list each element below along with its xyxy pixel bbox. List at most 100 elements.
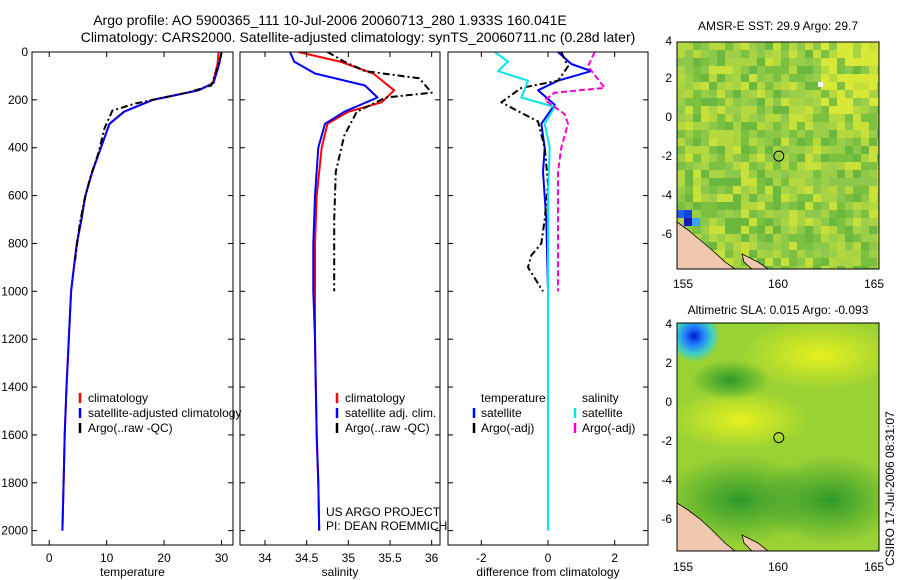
sst-cell	[821, 258, 829, 266]
sst-cell	[685, 50, 693, 58]
sst-cell	[733, 162, 741, 170]
sst-cell	[725, 122, 733, 130]
sst-cell	[805, 106, 813, 114]
sst-cell	[749, 226, 757, 234]
sst-cell	[853, 90, 861, 98]
sst-cell	[837, 50, 845, 58]
sst-cell	[685, 194, 693, 202]
sst-cell	[773, 202, 781, 210]
sst-cell	[829, 50, 837, 58]
sst-cell	[845, 50, 853, 58]
sst-cell	[741, 202, 749, 210]
sst-cell	[813, 106, 821, 114]
sst-cell	[717, 58, 725, 66]
sst-cell	[749, 42, 757, 50]
sst-land	[677, 221, 736, 269]
sst-cell	[829, 258, 837, 266]
sst-cell	[805, 114, 813, 122]
x-tick-label: 35	[342, 551, 356, 565]
sst-cell	[781, 266, 789, 269]
sst-cell	[781, 154, 789, 162]
sst-cell	[869, 242, 877, 250]
sst-cell	[749, 98, 757, 106]
sst-cell	[709, 58, 717, 66]
sst-cell	[821, 82, 829, 90]
sst-cell	[797, 66, 805, 74]
sst-cell	[717, 202, 725, 210]
sst-cell	[741, 186, 749, 194]
sst-cell	[709, 202, 717, 210]
sst-cell	[677, 50, 685, 58]
sst-cell	[765, 90, 773, 98]
sst-cell	[757, 98, 765, 106]
sst-cell	[805, 130, 813, 138]
sst-cell	[741, 146, 749, 154]
sst-cell	[701, 90, 709, 98]
sst-cell	[684, 218, 692, 226]
sst-cell	[869, 250, 877, 258]
sst-cell	[749, 66, 757, 74]
sst-cell	[725, 226, 733, 234]
sst-field	[677, 42, 879, 269]
sst-cell	[741, 74, 749, 82]
legend-label: climatology	[88, 391, 148, 405]
sla-ytick: 2	[665, 356, 672, 370]
profile-panel-salinity: 34 34.5 35 35.5 36 salinity climatologysatelli…	[239, 51, 447, 579]
sst-cell	[821, 162, 829, 170]
sst-cell	[805, 50, 813, 58]
sst-cell	[853, 106, 861, 114]
sst-cell	[765, 226, 773, 234]
sst-cell	[709, 42, 717, 50]
sst-cell	[693, 170, 701, 178]
sst-cell	[781, 50, 789, 58]
sst-cell	[829, 226, 837, 234]
sst-cell	[717, 42, 725, 50]
sst-cell	[781, 106, 789, 114]
sst-cell	[749, 186, 757, 194]
sst-cell	[797, 74, 805, 82]
sst-cell	[805, 250, 813, 258]
sla-ytick: -2	[661, 434, 672, 448]
legend-heading-salinity: salinity	[582, 391, 619, 405]
sst-cell	[845, 154, 853, 162]
sst-cell	[677, 162, 685, 170]
x-tick-label: 10	[100, 551, 114, 565]
sst-cell	[853, 58, 861, 66]
sst-cell	[701, 50, 709, 58]
y-tick-label: 0	[21, 45, 28, 59]
sst-cell	[773, 58, 781, 66]
sst-cell	[765, 66, 773, 74]
sst-cell	[701, 202, 709, 210]
sla-xtick: 165	[864, 560, 884, 574]
sst-cell	[773, 66, 781, 74]
sst-cell	[741, 178, 749, 186]
sst-cell	[685, 138, 693, 146]
sst-cell	[677, 218, 685, 226]
sst-cell	[733, 98, 741, 106]
sst-cell	[869, 74, 877, 82]
sst-cell	[877, 162, 879, 170]
sst-ytick: -4	[661, 188, 672, 202]
sst-cell	[869, 202, 877, 210]
sst-cell	[733, 154, 741, 162]
sst-cell	[845, 258, 853, 266]
sst-cell	[765, 250, 773, 258]
sst-cell	[725, 66, 733, 74]
sst-cell	[805, 162, 813, 170]
sst-cell	[757, 58, 765, 66]
sst-cell	[797, 226, 805, 234]
sst-cell	[693, 82, 701, 90]
sst-cell	[821, 266, 829, 269]
sst-cell	[837, 122, 845, 130]
sst-cell	[749, 250, 757, 258]
sla-xtick: 155	[673, 560, 693, 574]
sst-cell	[717, 114, 725, 122]
sst-cell	[757, 122, 765, 130]
sst-cell	[725, 50, 733, 58]
sst-cell	[781, 66, 789, 74]
sst-cell	[805, 154, 813, 162]
sst-cell	[773, 82, 781, 90]
y-tick-label: 800	[8, 236, 28, 250]
sst-cell	[821, 218, 829, 226]
sst-cell	[701, 42, 709, 50]
